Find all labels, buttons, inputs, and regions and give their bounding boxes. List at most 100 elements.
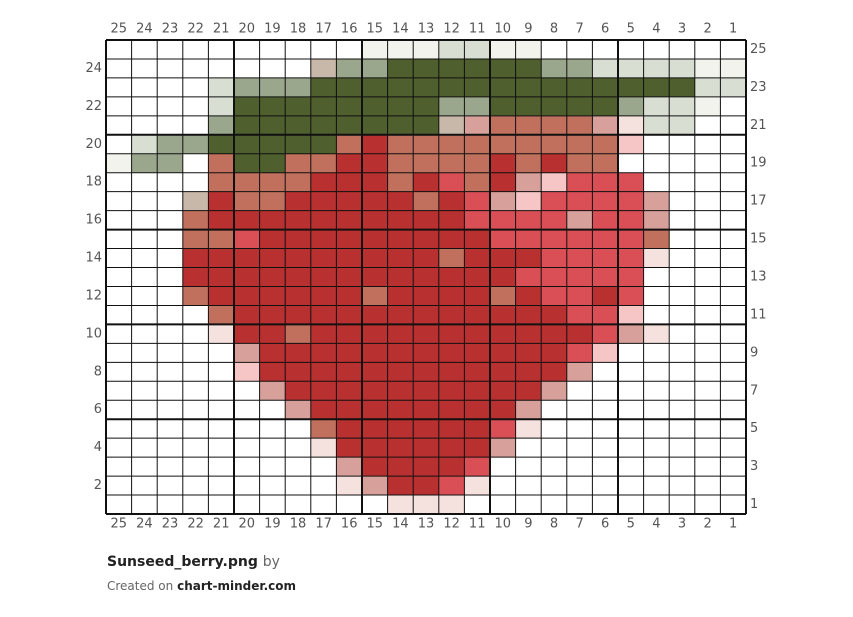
- cell: [208, 58, 234, 78]
- cell: [720, 305, 746, 325]
- cell: [362, 40, 388, 59]
- cell: [362, 115, 388, 135]
- cell: [131, 210, 158, 230]
- cell: [259, 210, 286, 230]
- column-label: 6: [601, 517, 609, 532]
- cell: [490, 381, 516, 401]
- cell: [259, 77, 286, 97]
- cell: [182, 248, 209, 268]
- cell: [541, 267, 567, 287]
- cell: [541, 438, 567, 458]
- cell: [182, 172, 209, 192]
- cell: [234, 172, 260, 192]
- column-label: 1: [729, 22, 737, 37]
- column-label: 13: [418, 22, 435, 37]
- cell: [490, 457, 516, 477]
- cell: [208, 115, 234, 135]
- column-label: 23: [162, 517, 179, 532]
- cell: [541, 229, 567, 249]
- cell: [259, 438, 286, 458]
- column-label: 3: [678, 517, 686, 532]
- cell: [336, 400, 362, 420]
- cell: [490, 96, 516, 116]
- cell: [515, 324, 542, 344]
- cell: [515, 96, 542, 116]
- cell: [208, 324, 234, 344]
- cell: [157, 495, 183, 514]
- cell: [362, 134, 388, 154]
- cell: [438, 172, 465, 192]
- column-label: 13: [418, 517, 435, 532]
- cell: [285, 210, 311, 230]
- cell: [515, 438, 542, 458]
- cell: [490, 476, 516, 496]
- cell: [234, 495, 260, 514]
- row-label: 24: [85, 61, 102, 76]
- cell: [208, 438, 234, 458]
- cell: [285, 343, 311, 363]
- cell: [643, 77, 670, 97]
- cell: [541, 248, 567, 268]
- cell: [694, 400, 721, 420]
- cell: [106, 343, 132, 363]
- column-label: 18: [290, 517, 307, 532]
- cell: [387, 210, 414, 230]
- cell: [131, 286, 158, 306]
- cell: [592, 40, 618, 59]
- cell: [362, 229, 388, 249]
- cell: [413, 96, 439, 116]
- row-label: 8: [94, 364, 102, 379]
- cell: [490, 40, 516, 59]
- cell: [285, 134, 311, 154]
- column-label: 2: [703, 22, 711, 37]
- cell: [362, 96, 388, 116]
- cell: [438, 210, 465, 230]
- cell: [438, 40, 465, 59]
- cell: [131, 305, 158, 325]
- cell: [515, 419, 542, 439]
- cell: [285, 191, 311, 211]
- cell: [285, 457, 311, 477]
- cell: [515, 229, 542, 249]
- cell: [592, 115, 618, 135]
- cell: [618, 457, 644, 477]
- cell: [106, 248, 132, 268]
- cell: [618, 362, 644, 382]
- cell: [182, 419, 209, 439]
- cell: [669, 191, 695, 211]
- cell: [234, 248, 260, 268]
- cell: [515, 191, 542, 211]
- cell: [694, 229, 721, 249]
- cell: [182, 438, 209, 458]
- cell: [694, 172, 721, 192]
- cell: [490, 305, 516, 325]
- cell: [720, 286, 746, 306]
- cell: [413, 381, 439, 401]
- cell: [336, 172, 362, 192]
- cell: [541, 191, 567, 211]
- cell: [157, 77, 183, 97]
- cell: [669, 324, 695, 344]
- row-label: 20: [85, 137, 102, 152]
- cell: [515, 134, 542, 154]
- cell: [208, 172, 234, 192]
- cell: [515, 77, 542, 97]
- cell: [310, 210, 337, 230]
- cell: [106, 172, 132, 192]
- cell: [618, 495, 644, 514]
- row-label: 5: [750, 421, 758, 436]
- cell: [310, 305, 337, 325]
- cell: [106, 457, 132, 477]
- row-label: 19: [750, 156, 767, 171]
- cell: [157, 210, 183, 230]
- cell: [310, 286, 337, 306]
- cell: [259, 248, 286, 268]
- cell: [362, 343, 388, 363]
- cell: [234, 134, 260, 154]
- cell: [310, 381, 337, 401]
- cell: [464, 58, 490, 78]
- cell: [490, 248, 516, 268]
- cell: [618, 96, 644, 116]
- cell: [464, 229, 490, 249]
- cell: [157, 457, 183, 477]
